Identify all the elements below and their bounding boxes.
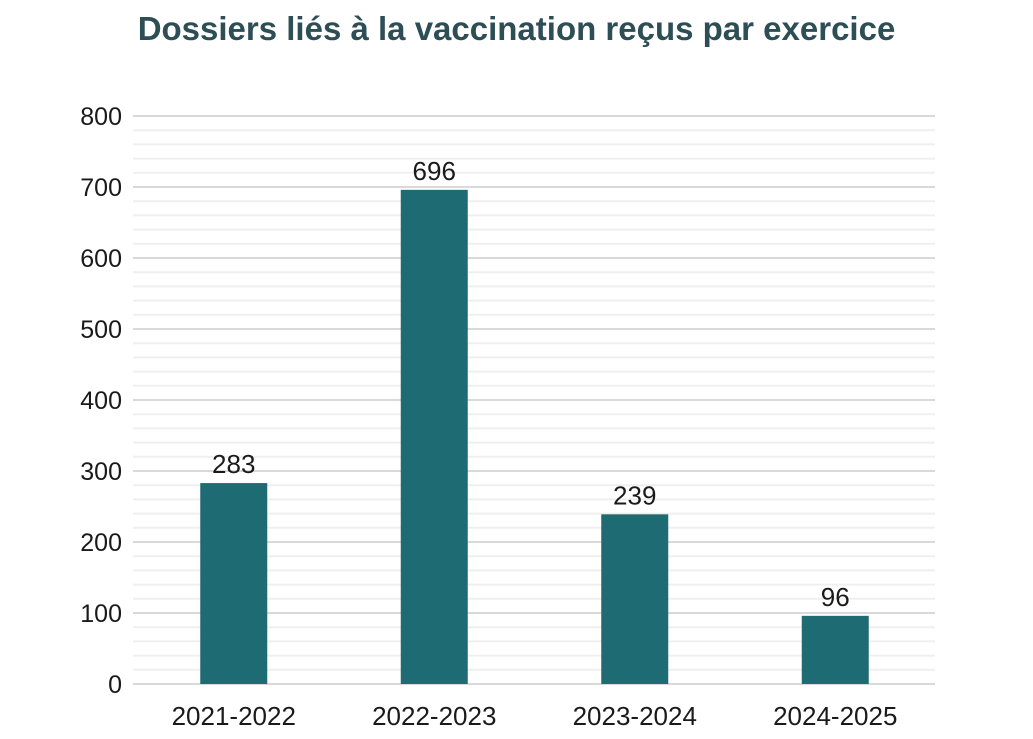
data-label: 96 (821, 582, 850, 612)
x-tick-label: 2024-2025 (773, 701, 897, 731)
x-tick-label: 2022-2023 (372, 701, 496, 731)
y-tick-label: 600 (80, 245, 122, 273)
bar-2023-2024 (601, 514, 669, 684)
data-label: 696 (413, 156, 456, 186)
y-tick-label: 500 (80, 316, 122, 344)
x-tick-label: 2023-2024 (573, 701, 697, 731)
x-tick-label: 2021-2022 (172, 701, 296, 731)
bar-2021-2022 (200, 483, 268, 684)
bar-2022-2023 (400, 189, 468, 684)
y-tick-label: 800 (80, 103, 122, 131)
y-tick-label: 700 (80, 174, 122, 202)
data-label: 239 (613, 480, 656, 510)
y-tick-label: 0 (108, 671, 122, 699)
data-label: 283 (212, 449, 255, 479)
y-tick-label: 100 (80, 600, 122, 628)
bar-2024-2025 (801, 615, 869, 684)
y-tick-label: 400 (80, 387, 122, 415)
y-tick-label: 200 (80, 529, 122, 557)
chart-title: Dossiers liés à la vaccination reçus par… (137, 10, 896, 47)
y-tick-label: 300 (80, 458, 122, 486)
